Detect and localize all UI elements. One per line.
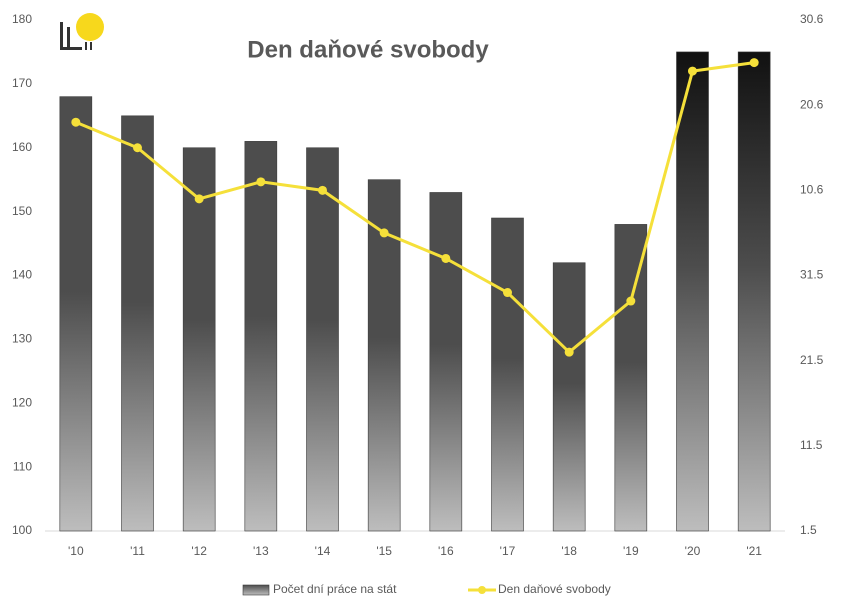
x-tick-label: '19 bbox=[623, 544, 639, 558]
logo bbox=[60, 13, 104, 50]
x-tick-label: '10 bbox=[68, 544, 84, 558]
legend-label: Počet dní práce na stát bbox=[273, 582, 397, 596]
line bbox=[75, 61, 755, 355]
line-point bbox=[256, 177, 266, 187]
y2-tick-label: 10.6 bbox=[800, 183, 824, 197]
y-tick-label: 180 bbox=[12, 12, 32, 26]
y2-tick-label: 1.5 bbox=[800, 523, 817, 537]
bar bbox=[614, 224, 648, 532]
x-tick-label: '12 bbox=[191, 544, 207, 558]
line-point bbox=[749, 58, 759, 68]
bar bbox=[737, 51, 771, 532]
x-tick-label: '15 bbox=[376, 544, 392, 558]
line-point bbox=[318, 185, 327, 195]
y-tick-label: 170 bbox=[12, 76, 32, 90]
line-point bbox=[133, 143, 142, 153]
y-tick-label: 100 bbox=[12, 523, 32, 537]
bar bbox=[121, 115, 154, 532]
x-tick-label: '20 bbox=[685, 544, 701, 558]
line-point bbox=[441, 253, 451, 263]
line-point bbox=[564, 347, 574, 357]
y-tick-label: 110 bbox=[13, 459, 32, 473]
x-tick-label: '21 bbox=[746, 544, 762, 558]
bar bbox=[306, 147, 339, 532]
x-tick-label: '17 bbox=[500, 544, 516, 558]
y2-tick-label: 31.5 bbox=[800, 268, 824, 282]
y-tick-label: 120 bbox=[12, 395, 32, 409]
line-point bbox=[71, 117, 81, 127]
y2-tick-label: 20.6 bbox=[800, 97, 824, 111]
legend-label: Den daňové svobody bbox=[498, 582, 611, 596]
bar bbox=[244, 141, 278, 532]
legend-swatch bbox=[478, 586, 486, 594]
x-tick-label: '11 bbox=[130, 544, 145, 558]
bar bbox=[429, 192, 463, 532]
bar bbox=[491, 217, 524, 532]
chart-title: Den daňové svobody bbox=[247, 36, 489, 63]
line-point bbox=[688, 66, 697, 76]
line-point bbox=[503, 288, 512, 298]
bar bbox=[676, 51, 709, 532]
y2-tick-label: 30.6 bbox=[800, 12, 824, 26]
x-tick-label: '14 bbox=[315, 544, 331, 558]
legend-swatch bbox=[242, 584, 270, 596]
x-tick-label: '13 bbox=[253, 544, 269, 558]
y-tick-label: 130 bbox=[12, 332, 32, 346]
y2-tick-label: 11.5 bbox=[800, 438, 823, 452]
bar bbox=[59, 96, 93, 532]
x-tick-label: '18 bbox=[561, 544, 577, 558]
line-point bbox=[379, 228, 389, 238]
y-tick-label: 140 bbox=[12, 268, 32, 282]
y-tick-label: 160 bbox=[12, 140, 32, 154]
bar bbox=[552, 262, 586, 532]
line-point bbox=[626, 296, 636, 306]
line-point bbox=[194, 194, 204, 204]
x-tick-label: '16 bbox=[438, 544, 454, 558]
y2-tick-label: 21.5 bbox=[800, 353, 824, 367]
bar bbox=[182, 147, 216, 532]
y-tick-label: 150 bbox=[12, 204, 32, 218]
